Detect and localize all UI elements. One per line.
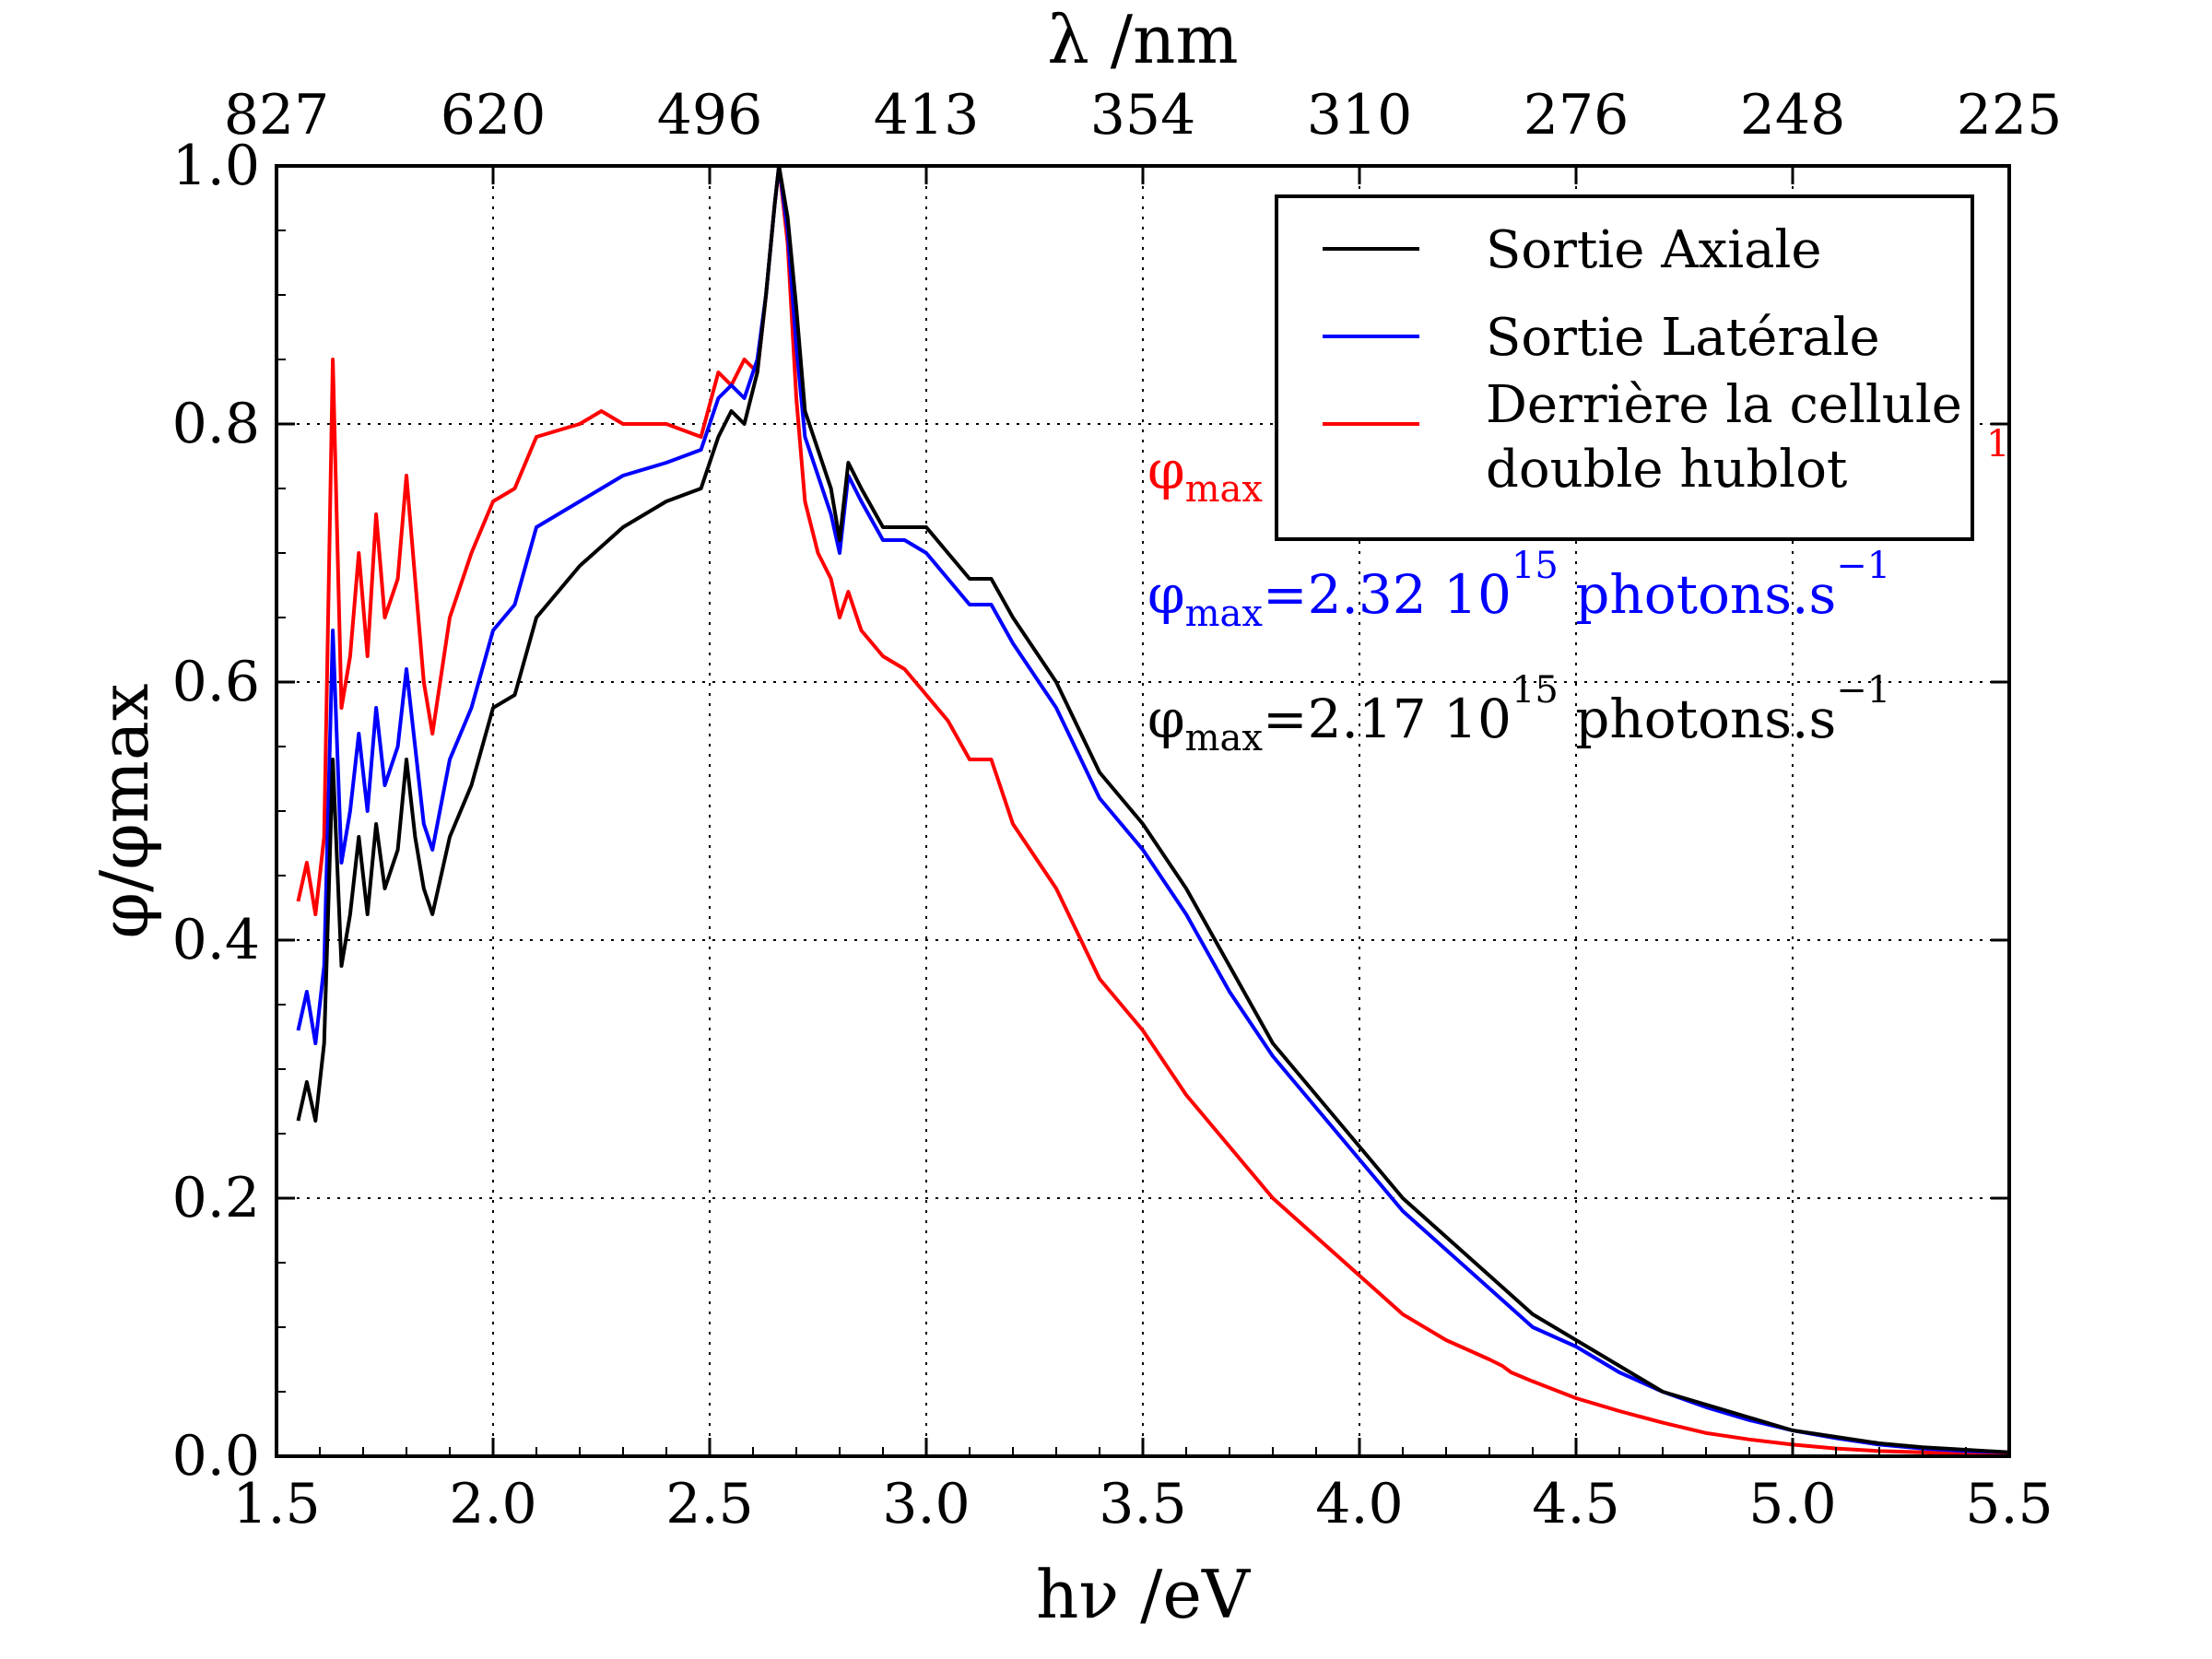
legend-label: double hublot: [1486, 440, 1848, 500]
annotation-part: 15: [1512, 669, 1559, 712]
x-tick-label: 5.5: [1965, 1472, 2053, 1536]
x-tick-label: 4.0: [1315, 1472, 1403, 1536]
x-axis-title: hν /eV: [1036, 1556, 1252, 1633]
annotation-part: 15: [1512, 545, 1559, 587]
series-line-0: [296, 164, 2010, 1454]
hidden-flux-annotation: φmax: [1147, 439, 1263, 511]
top-tick-label: 620: [441, 83, 547, 147]
annotation-part: max: [1185, 593, 1264, 635]
flux-annotation: φmax=2.32 1015 photons.s−1: [1147, 545, 1890, 635]
annotation-part: max: [1185, 717, 1264, 759]
x-tick-label: 2.0: [449, 1472, 536, 1536]
annotation-part: photons.s: [1559, 563, 1836, 626]
top-tick-label: 276: [1524, 83, 1630, 147]
x-tick-label: 4.5: [1532, 1472, 1619, 1536]
top-tick-label: 248: [1740, 83, 1846, 147]
series-line-2: [296, 164, 2010, 1457]
annotation-part: φ: [1147, 563, 1185, 626]
legend: Sortie Axiale Sortie Latérale Derrière la …: [1275, 194, 1974, 541]
series-line-1: [296, 164, 2010, 1454]
x-tick-label: 3.0: [882, 1472, 970, 1536]
top-tick-label: 827: [224, 83, 330, 147]
y-axis-title: φ/φmax: [86, 684, 163, 939]
x-tick-label: 2.5: [665, 1472, 753, 1536]
annotation-part: photons.s: [1559, 688, 1836, 750]
y-tick-label: 0.6: [172, 650, 260, 714]
y-tick-label: 0.4: [172, 908, 260, 972]
legend-box: [1275, 194, 1974, 541]
series-layer: [296, 164, 2010, 1457]
flux-annotation: φmax=2.17 1015 photons.s−1: [1147, 669, 1890, 759]
x-tick-label: 3.5: [1099, 1472, 1186, 1536]
legend-label: Sortie Latérale: [1486, 308, 1880, 368]
annotation-part: =2.32 10: [1263, 563, 1512, 626]
hidden-annotation-tail: 1: [1986, 423, 2009, 465]
legend-label: Sortie Axiale: [1486, 220, 1822, 280]
top-tick-label: 496: [657, 83, 763, 147]
top-tick-label: 413: [874, 83, 980, 147]
top-tick-label: 354: [1090, 83, 1196, 147]
ticks: [275, 164, 2011, 1458]
x-tick-label: 5.0: [1748, 1472, 1836, 1536]
annotation-part: =2.17 10: [1263, 688, 1512, 750]
top-tick-label: 225: [1957, 83, 2063, 147]
y-tick-label: 1.0: [172, 134, 260, 198]
annotation-part: −1: [1836, 669, 1890, 712]
tick-labels: 1.5 2.0 2.5 3.0 3.5 4.0 4.5 5.0 5.5 827 620 496 413 3…: [172, 83, 2063, 1536]
annotation-part: max: [1185, 468, 1264, 511]
y-tick-label: 0.0: [172, 1424, 260, 1488]
y-tick-label: 0.2: [172, 1166, 260, 1230]
y-tick-label: 0.8: [172, 392, 260, 456]
annotation-part: φ: [1147, 439, 1185, 501]
top-axis-title: λ /nm: [1047, 1, 1238, 78]
x-tick-label: 1.5: [232, 1472, 320, 1536]
annotation-part: φ: [1147, 688, 1185, 750]
annotation-part: −1: [1836, 545, 1890, 587]
top-tick-label: 310: [1307, 83, 1413, 147]
legend-label: Derrière la cellule: [1486, 375, 1962, 435]
